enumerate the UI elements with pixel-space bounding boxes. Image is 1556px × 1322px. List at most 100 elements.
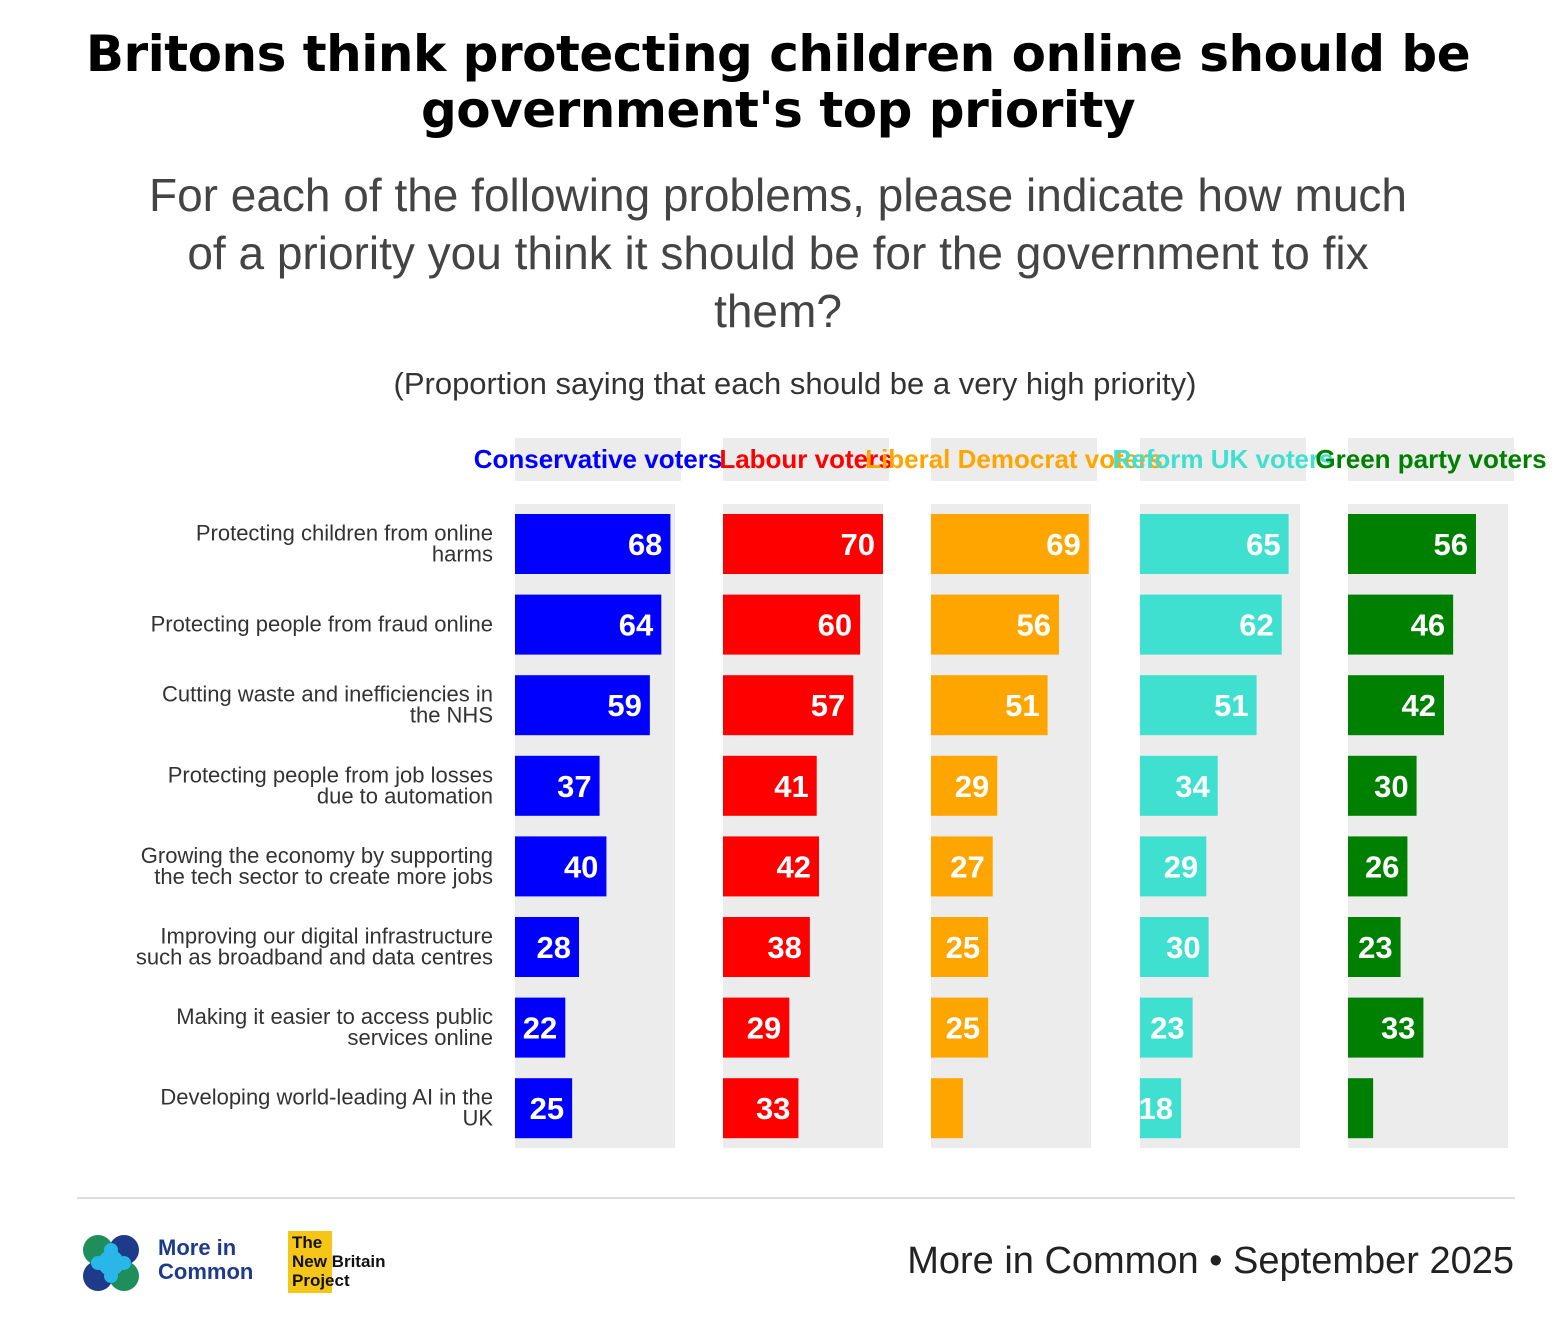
bar [1348,1078,1374,1139]
data-label: 69 [1046,527,1080,562]
data-label: 30 [1374,769,1408,804]
data-label: 26 [1365,849,1399,884]
data-label: 38 [767,930,801,965]
data-label: 70 [841,527,875,562]
data-label: 34 [1175,769,1210,804]
bar [515,836,607,897]
bar [1140,1078,1182,1139]
bar [1348,594,1454,655]
data-label: 33 [756,1091,790,1126]
data-label: 25 [946,930,980,965]
row-label: harms [432,542,493,567]
data-label: 23 [1150,1011,1184,1046]
data-label: 51 [1214,688,1248,723]
row-label: such as broadband and data centres [136,945,493,970]
new-britain-project-logo: The New Britain Project [288,1231,410,1293]
logo-line: More in [158,1235,237,1260]
bar [723,594,861,655]
series-title: Conservative voters [474,444,723,474]
bar [515,755,600,816]
bar [1140,997,1193,1058]
data-label: 42 [777,849,811,884]
bar [1348,997,1424,1058]
data-label: 22 [523,1011,557,1046]
data-label: 41 [774,769,808,804]
footer-divider [77,1197,1515,1199]
more-in-common-logo-icon [83,1235,139,1291]
data-label: 57 [811,688,845,723]
data-label: 18 [1139,1091,1173,1126]
row-label: Growing the economy by supporting [141,843,493,868]
bar [931,514,1089,574]
row-label: the NHS [410,703,493,728]
chart-title: Britons think protecting children online… [0,26,1556,138]
chart-subtitle-line: them? [714,285,842,337]
row-label: Protecting people from fraud online [151,612,493,637]
data-label: 40 [564,849,598,884]
nbp-line: Project [292,1271,350,1290]
data-label: 56 [1434,527,1468,562]
data-label: 51 [1005,688,1039,723]
data-label: 59 [607,688,641,723]
data-label: 25 [530,1091,564,1126]
bar [723,836,819,897]
data-label: 23 [1358,930,1392,965]
panel-header-bg [1348,438,1514,481]
data-label: 60 [818,608,852,643]
data-label: 28 [537,930,571,965]
row-label: UK [462,1106,493,1131]
bar [723,917,810,977]
bar [1140,514,1289,574]
data-label: 46 [1411,608,1445,643]
panel-header-bg [1140,438,1306,481]
source-credit: More in Common • September 2025 [907,1240,1514,1282]
chart-title-line: Britons think protecting children online… [85,25,1471,83]
data-label: 29 [955,769,989,804]
bar [1140,594,1282,655]
data-label: 68 [628,527,662,562]
bar [723,675,854,736]
data-label: 37 [557,769,591,804]
logo-line: Common [158,1259,254,1284]
bar [931,1078,963,1139]
chart-subtitle-line: of a priority you think it should be for… [187,227,1369,279]
bar [515,514,671,574]
data-label: 29 [1164,849,1198,884]
bar [931,755,998,816]
bar [515,594,662,655]
bar [931,836,993,897]
data-label: 56 [1017,608,1051,643]
bar [1348,755,1417,816]
data-label: 29 [747,1011,781,1046]
data-label: 42 [1402,688,1436,723]
data-label: 62 [1239,608,1273,643]
data-label: 65 [1246,527,1280,562]
panel-header-bg [515,438,681,481]
bar [723,755,817,816]
row-label: the tech sector to create more jobs [154,864,493,889]
series-title: Liberal Democrat voters [865,444,1163,474]
chart-note: (Proportion saying that each should be a… [393,366,1197,401]
more-in-common-wordmark: More in Common [158,1236,253,1284]
series-title: Reform UK voters [1112,444,1333,474]
series-title: Green party voters [1315,444,1546,474]
bar [1348,917,1401,977]
bar [1140,917,1209,977]
data-label: 27 [950,849,984,884]
series-title: Labour voters [719,444,892,474]
row-label: Cutting waste and inefficiencies in [162,682,493,707]
row-label: Improving our digital infrastructure [160,924,493,949]
row-label: services online [347,1025,493,1050]
bar [515,997,566,1058]
nbp-yellow-block [288,1231,332,1293]
row-label: Protecting people from job losses [168,762,493,787]
chart-title-line: government's top priority [420,81,1136,139]
row-label: Protecting children from online [196,521,493,546]
bar [931,594,1059,655]
panel-header-bg [931,438,1097,481]
bar [1348,514,1476,574]
chart-subtitle-line: For each of the following problems, plea… [148,169,1407,221]
bar [515,675,650,736]
bar [723,997,790,1058]
